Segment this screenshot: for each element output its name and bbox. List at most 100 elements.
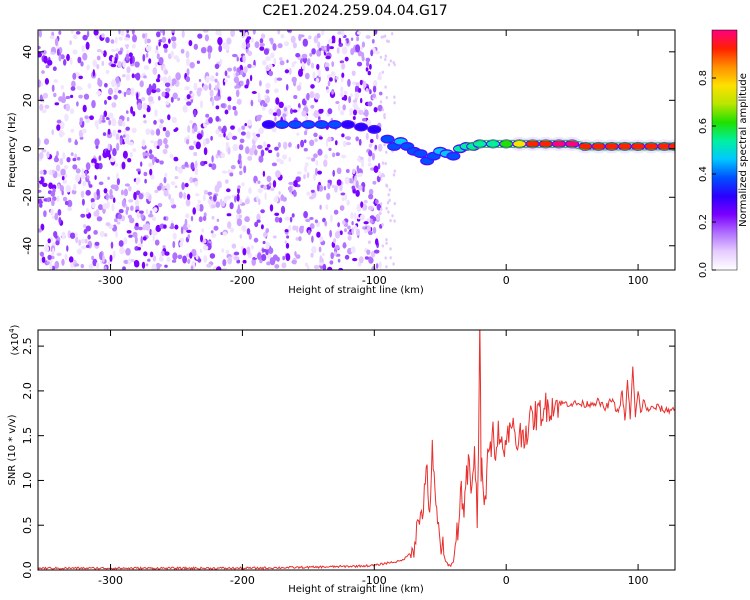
noise-speck — [69, 40, 72, 45]
figure-title: C2E1.2024.259.04.04.G17 — [262, 3, 447, 19]
noise-speck — [218, 133, 224, 138]
noise-speck — [246, 42, 251, 48]
noise-speck — [132, 44, 136, 49]
ridge-point — [552, 140, 565, 147]
noise-speck — [81, 198, 85, 206]
noise-speck — [158, 57, 164, 65]
noise-speck — [57, 173, 63, 177]
noise-speck — [371, 152, 375, 161]
noise-speck — [365, 67, 369, 72]
noise-speck — [123, 130, 127, 134]
noise-speck — [206, 263, 212, 268]
noise-speck — [51, 84, 55, 93]
noise-speck — [246, 131, 251, 139]
noise-speck — [339, 205, 345, 211]
noise-speck — [380, 207, 383, 211]
noise-speck — [367, 156, 372, 163]
noise-speck — [226, 75, 230, 79]
noise-speck — [38, 30, 42, 38]
noise-speck — [148, 85, 154, 91]
noise-speck — [145, 152, 150, 157]
noise-speck — [189, 61, 195, 69]
noise-speck — [80, 174, 86, 180]
noise-speck — [221, 248, 225, 253]
y-tick-label: 2.5 — [21, 337, 34, 355]
noise-speck — [143, 171, 148, 177]
noise-speck — [301, 61, 305, 70]
noise-speck — [151, 230, 156, 235]
noise-speck — [74, 153, 78, 159]
snr-y-axis-label: SNR (10 * v/v) — [7, 414, 18, 485]
noise-speck — [111, 79, 117, 88]
noise-speck — [128, 199, 134, 203]
noise-speck — [301, 53, 308, 59]
noise-speck — [222, 259, 227, 267]
noise-speck — [337, 258, 341, 263]
noise-speck — [220, 103, 226, 108]
noise-speck — [78, 75, 83, 80]
noise-speck — [336, 47, 340, 54]
noise-speck — [274, 76, 278, 83]
noise-speck — [389, 59, 392, 63]
noise-speck — [168, 38, 171, 44]
noise-speck — [287, 104, 292, 109]
noise-speck — [62, 59, 67, 66]
noise-speck — [211, 98, 215, 107]
noise-speck — [145, 263, 149, 267]
noise-speck — [251, 64, 256, 69]
noise-speck — [158, 124, 163, 129]
noise-speck — [335, 101, 340, 104]
noise-speck — [134, 235, 138, 244]
noise-speck — [347, 78, 351, 87]
noise-speck — [367, 101, 373, 107]
noise-speck — [341, 62, 345, 70]
noise-speck — [242, 55, 246, 63]
noise-speck — [181, 30, 185, 38]
noise-speck — [226, 37, 232, 45]
noise-speck — [208, 83, 212, 91]
noise-speck — [56, 195, 60, 203]
noise-speck — [380, 174, 383, 179]
noise-speck — [344, 228, 347, 233]
noise-speck — [331, 90, 334, 95]
noise-speck — [202, 30, 209, 33]
noise-speck — [306, 172, 310, 179]
y-tick-label: 1.0 — [21, 472, 34, 490]
noise-speck — [319, 255, 323, 263]
noise-speck — [130, 259, 135, 263]
noise-speck — [290, 108, 293, 115]
noise-speck — [38, 228, 42, 233]
noise-speck — [334, 231, 341, 239]
noise-speck — [39, 203, 43, 208]
noise-speck — [140, 161, 143, 167]
noise-speck — [309, 52, 313, 57]
noise-speck — [85, 189, 91, 196]
noise-speck — [41, 256, 46, 263]
noise-speck — [150, 129, 155, 136]
noise-speck — [229, 202, 234, 210]
noise-speck — [97, 79, 103, 87]
noise-speck — [384, 162, 387, 166]
noise-speck — [288, 224, 291, 232]
noise-speck — [84, 115, 89, 120]
ridge-point — [289, 121, 302, 128]
noise-speck — [332, 152, 336, 158]
noise-speck — [215, 129, 220, 135]
noise-speck — [283, 141, 288, 150]
noise-speck — [285, 242, 290, 249]
noise-speck — [318, 47, 322, 52]
noise-speck — [370, 49, 374, 57]
noise-speck — [142, 102, 148, 110]
noise-speck — [187, 234, 191, 239]
noise-speck — [41, 109, 47, 114]
noise-speck — [112, 148, 117, 157]
noise-speck — [134, 199, 140, 207]
noise-speck — [59, 121, 65, 130]
noise-speck — [269, 204, 274, 212]
noise-speck — [214, 84, 218, 91]
noise-speck — [345, 169, 350, 173]
noise-speck — [277, 30, 281, 35]
noise-speck — [157, 203, 163, 208]
noise-speck — [278, 217, 283, 224]
noise-speck — [224, 70, 228, 77]
